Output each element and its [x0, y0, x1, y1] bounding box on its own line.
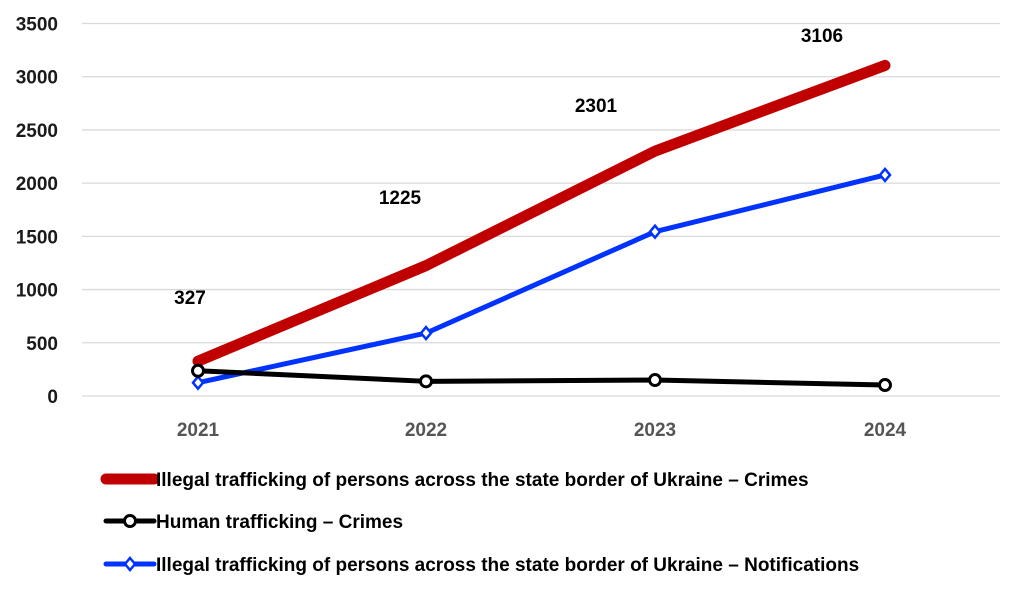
x-tick-label: 2024: [864, 420, 907, 441]
y-tick-label: 2000: [16, 174, 58, 195]
data-point-diamond: [419, 325, 433, 342]
y-tick-label: 3500: [16, 15, 58, 36]
legend-label: Human trafficking – Crimes: [156, 512, 403, 533]
legend: Illegal trafficking of persons across th…: [100, 470, 859, 576]
data-point-diamond: [878, 166, 892, 183]
y-tick-label: 2500: [16, 121, 58, 142]
data-label: 1225: [379, 188, 422, 209]
legend-marker-diamond: [123, 556, 137, 572]
series-line: [192, 59, 891, 367]
y-axis-ticks: 0 500 1000 1500 2000 2500 3000 3500: [16, 15, 58, 409]
x-tick-label: 2023: [634, 420, 676, 441]
series-lines: [191, 59, 892, 393]
legend-label: Illegal trafficking of persons across th…: [156, 470, 809, 491]
data-point-circle: [419, 374, 433, 389]
series-line: [195, 368, 888, 388]
data-point-circle: [878, 378, 892, 393]
x-tick-label: 2022: [405, 420, 447, 441]
data-point-circle: [648, 373, 662, 388]
series-line: [195, 172, 888, 386]
y-tick-label: 1500: [16, 227, 58, 248]
data-point-diamond: [648, 223, 662, 240]
y-tick-label: 0: [47, 387, 58, 408]
x-axis-ticks: 2021 2022 2023 2024: [177, 420, 907, 441]
data-label: 2301: [575, 96, 618, 117]
y-tick-label: 1000: [16, 281, 58, 302]
data-label: 327: [174, 288, 206, 309]
y-tick-label: 3000: [16, 68, 58, 89]
data-point-diamond: [191, 374, 205, 391]
data-point-circle: [191, 363, 205, 378]
x-tick-label: 2021: [177, 420, 220, 441]
data-label: 3106: [801, 26, 843, 47]
legend-marker-circle: [123, 514, 137, 528]
y-tick-label: 500: [26, 334, 58, 355]
data-labels: 327 1225 2301 3106: [174, 26, 843, 309]
legend-label: Illegal trafficking of persons across th…: [156, 555, 859, 576]
